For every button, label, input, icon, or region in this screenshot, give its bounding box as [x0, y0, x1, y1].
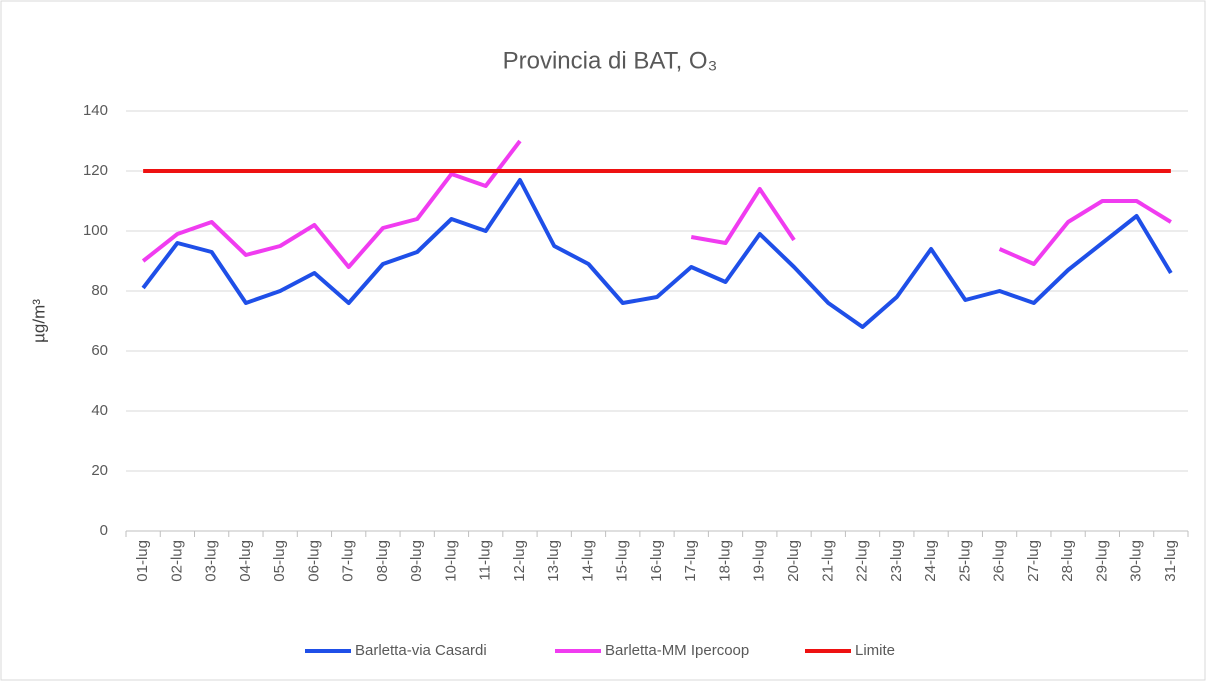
- x-tick-label: 01-lug: [134, 540, 151, 582]
- x-tick-label: 03-lug: [203, 540, 220, 582]
- y-tick-label: 120: [83, 162, 108, 179]
- x-tick-label: 10-lug: [442, 540, 459, 582]
- x-tick-label: 17-lug: [682, 540, 699, 582]
- x-tick-label: 18-lug: [716, 540, 733, 582]
- y-tick-label: 0: [100, 522, 108, 539]
- legend-label: Limite: [855, 642, 895, 659]
- x-tick-label: 31-lug: [1162, 540, 1179, 582]
- x-tick-label: 06-lug: [305, 540, 322, 582]
- y-axis-label: µg/m³: [29, 299, 48, 343]
- x-tick-label: 24-lug: [922, 540, 939, 582]
- x-tick-label: 12-lug: [511, 540, 528, 582]
- x-tick-label: 13-lug: [545, 540, 562, 582]
- chart-title: Provincia di BAT, O₃: [503, 47, 718, 74]
- y-tick-label: 140: [83, 102, 108, 119]
- y-tick-label: 20: [91, 462, 108, 479]
- x-tick-label: 20-lug: [785, 540, 802, 582]
- x-tick-label: 15-lug: [614, 540, 631, 582]
- x-tick-label: 29-lug: [1093, 540, 1110, 582]
- x-tick-label: 28-lug: [1059, 540, 1076, 582]
- x-tick-label: 21-lug: [819, 540, 836, 582]
- x-tick-label: 27-lug: [1025, 540, 1042, 582]
- x-tick-label: 02-lug: [168, 540, 185, 582]
- x-tick-label: 07-lug: [340, 540, 357, 582]
- x-tick-label: 05-lug: [271, 540, 288, 582]
- x-tick-label: 26-lug: [991, 540, 1008, 582]
- series-line: [141, 178, 1173, 329]
- x-tick-label: 19-lug: [751, 540, 768, 582]
- x-tick-label: 16-lug: [648, 540, 665, 582]
- x-tick-label: 30-lug: [1128, 540, 1145, 582]
- legend-label: Barletta-via Casardi: [355, 642, 487, 659]
- y-tick-label: 80: [91, 282, 108, 299]
- x-tick-label: 08-lug: [374, 540, 391, 582]
- x-tick-label: 14-lug: [579, 540, 596, 582]
- x-tick-label: 22-lug: [854, 540, 871, 582]
- x-tick-label: 11-lug: [477, 540, 494, 581]
- y-tick-label: 100: [83, 222, 108, 239]
- legend-label: Barletta-MM Ipercoop: [605, 642, 749, 659]
- x-tick-label: 25-lug: [956, 540, 973, 582]
- x-tick-label: 04-lug: [237, 540, 254, 582]
- x-tick-label: 23-lug: [888, 540, 905, 582]
- y-tick-label: 60: [91, 342, 108, 359]
- x-tick-label: 09-lug: [408, 540, 425, 582]
- series-line: [141, 139, 1172, 269]
- y-tick-label: 40: [91, 402, 108, 419]
